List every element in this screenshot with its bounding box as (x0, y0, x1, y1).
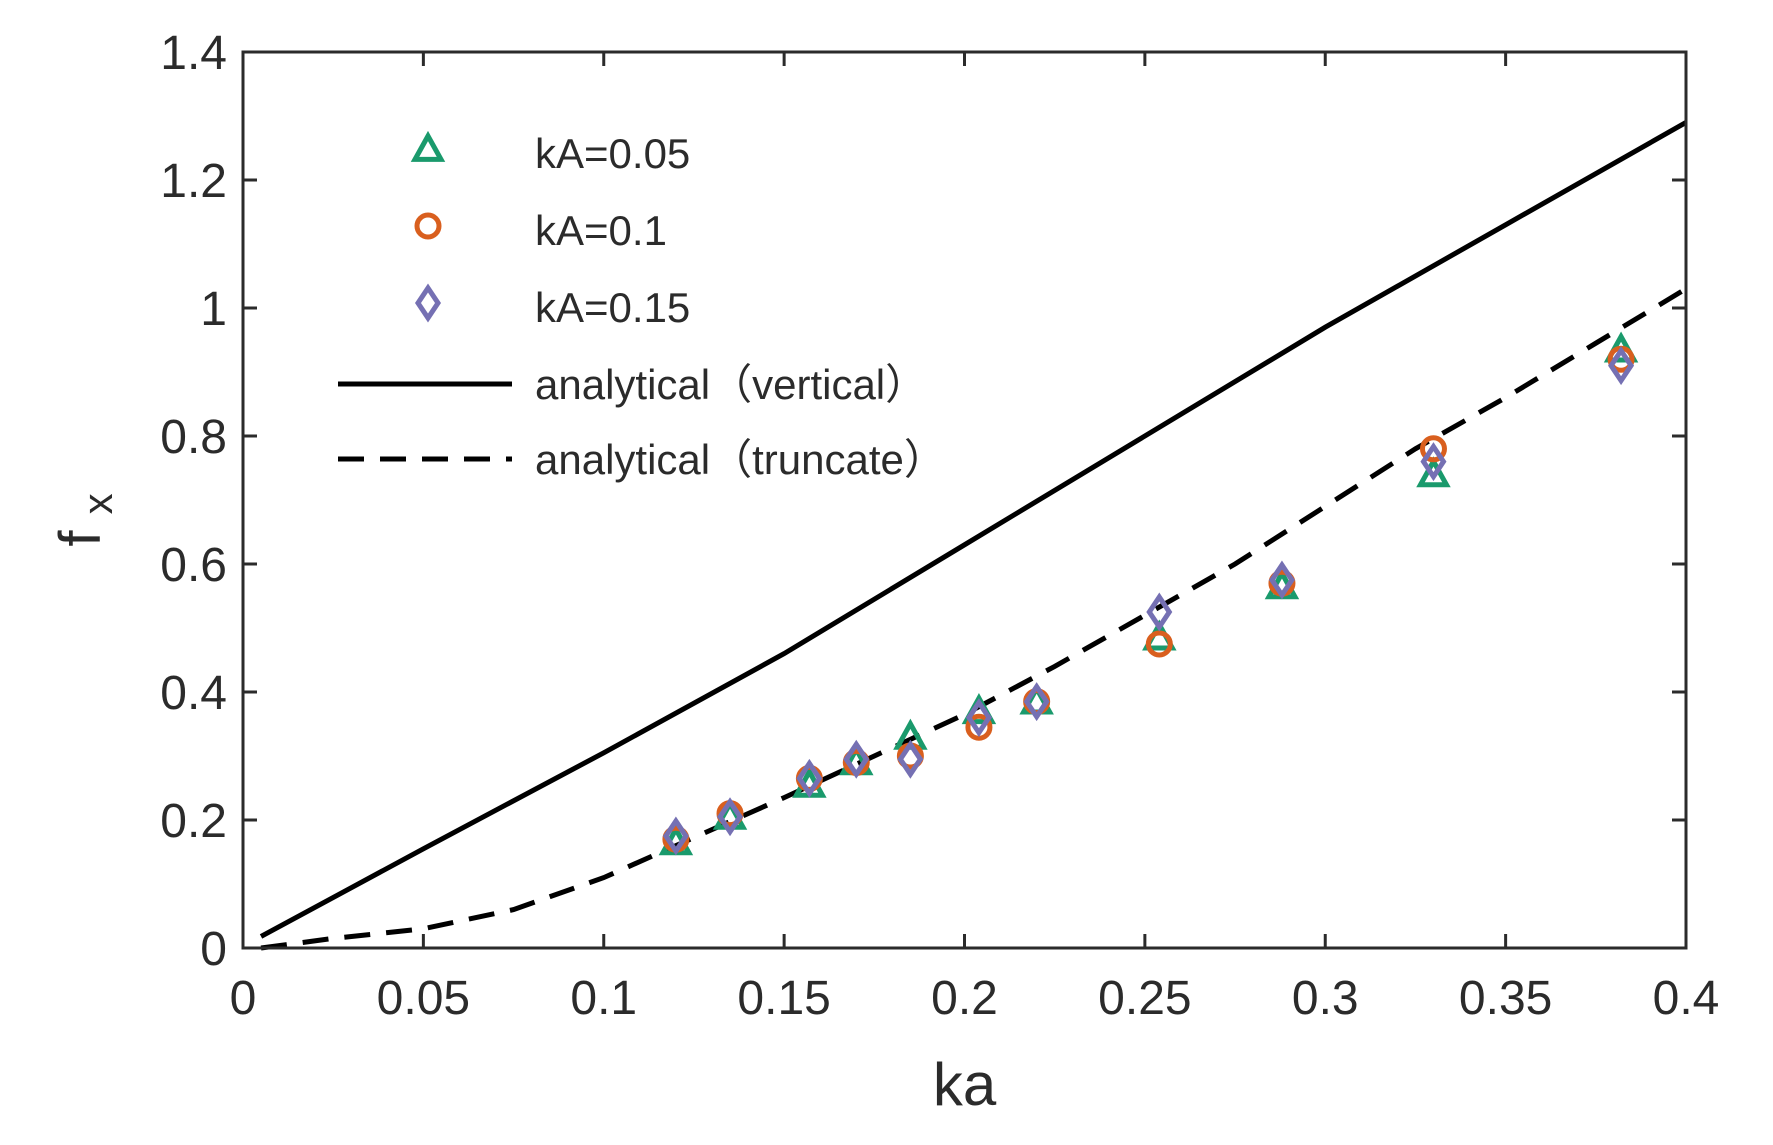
data-point-diamond (1420, 442, 1447, 482)
data-point-diamond (897, 739, 924, 779)
y-tick-label: 1.2 (160, 155, 227, 208)
legend-marker-diamond (414, 283, 442, 323)
data-point-diamond (843, 739, 870, 779)
x-tick-label: 0.2 (931, 972, 998, 1025)
x-tick-label: 0.35 (1459, 972, 1552, 1025)
data-point-diamond (1023, 682, 1050, 722)
legend-label: kA=0.05 (535, 130, 690, 177)
legend: kA=0.05 kA=0.1 kA=0.15 analytical（vertical）… (338, 130, 946, 483)
markers-layer (658, 331, 1639, 856)
series-line-solid (259, 120, 1688, 939)
y-axis-label: f x (48, 493, 121, 546)
data-point-diamond (662, 816, 689, 856)
legend-label: analytical（truncate） (535, 436, 946, 483)
data-point-diamond (1268, 560, 1295, 600)
data-point-diamond (717, 797, 744, 837)
x-tick-label: 0.3 (1292, 972, 1359, 1025)
lines-layer (259, 120, 1688, 951)
data-point-diamond (796, 758, 823, 798)
y-tick-label: 0.4 (160, 667, 227, 720)
legend-marker-circle (414, 212, 442, 240)
x-tick-label: 0.4 (1653, 972, 1720, 1025)
legend-label: kA=0.1 (535, 207, 667, 254)
x-tick-label: 0 (230, 972, 257, 1025)
y-tick-label: 1 (200, 283, 227, 336)
legend-label: analytical（vertical） (535, 361, 927, 408)
x-tick-label: 0.25 (1098, 972, 1191, 1025)
data-point-circle (1145, 630, 1173, 658)
legend-label: kA=0.15 (535, 284, 690, 331)
y-tick-label: 0.2 (160, 795, 227, 848)
data-point-circle (1419, 435, 1447, 463)
y-tick-label: 0 (200, 923, 227, 976)
data-point-circle (965, 713, 993, 741)
series-line-dashed (260, 286, 1688, 951)
x-tick-label: 0.05 (377, 972, 470, 1025)
x-tick-label: 0.1 (570, 972, 637, 1025)
ticks-layer: 0 0.05 0.1 0.15 0.2 0.25 0.3 0.35 0.4 0 0.2 0.4 0.6 0… (160, 27, 1719, 1025)
data-point-diamond (965, 698, 992, 738)
data-point-diamond (1608, 346, 1635, 386)
legend-marker-triangle (410, 130, 446, 162)
data-point-diamond (1146, 592, 1173, 632)
y-tick-label: 0.8 (160, 411, 227, 464)
x-axis-label: ka (933, 1051, 997, 1118)
x-tick-label: 0.15 (737, 972, 830, 1025)
y-axis-label-base: f (48, 530, 113, 547)
y-axis-label-sub: x (74, 493, 121, 514)
data-point-triangle (1416, 456, 1451, 488)
y-tick-label: 1.4 (160, 27, 227, 80)
y-tick-label: 0.6 (160, 539, 227, 592)
